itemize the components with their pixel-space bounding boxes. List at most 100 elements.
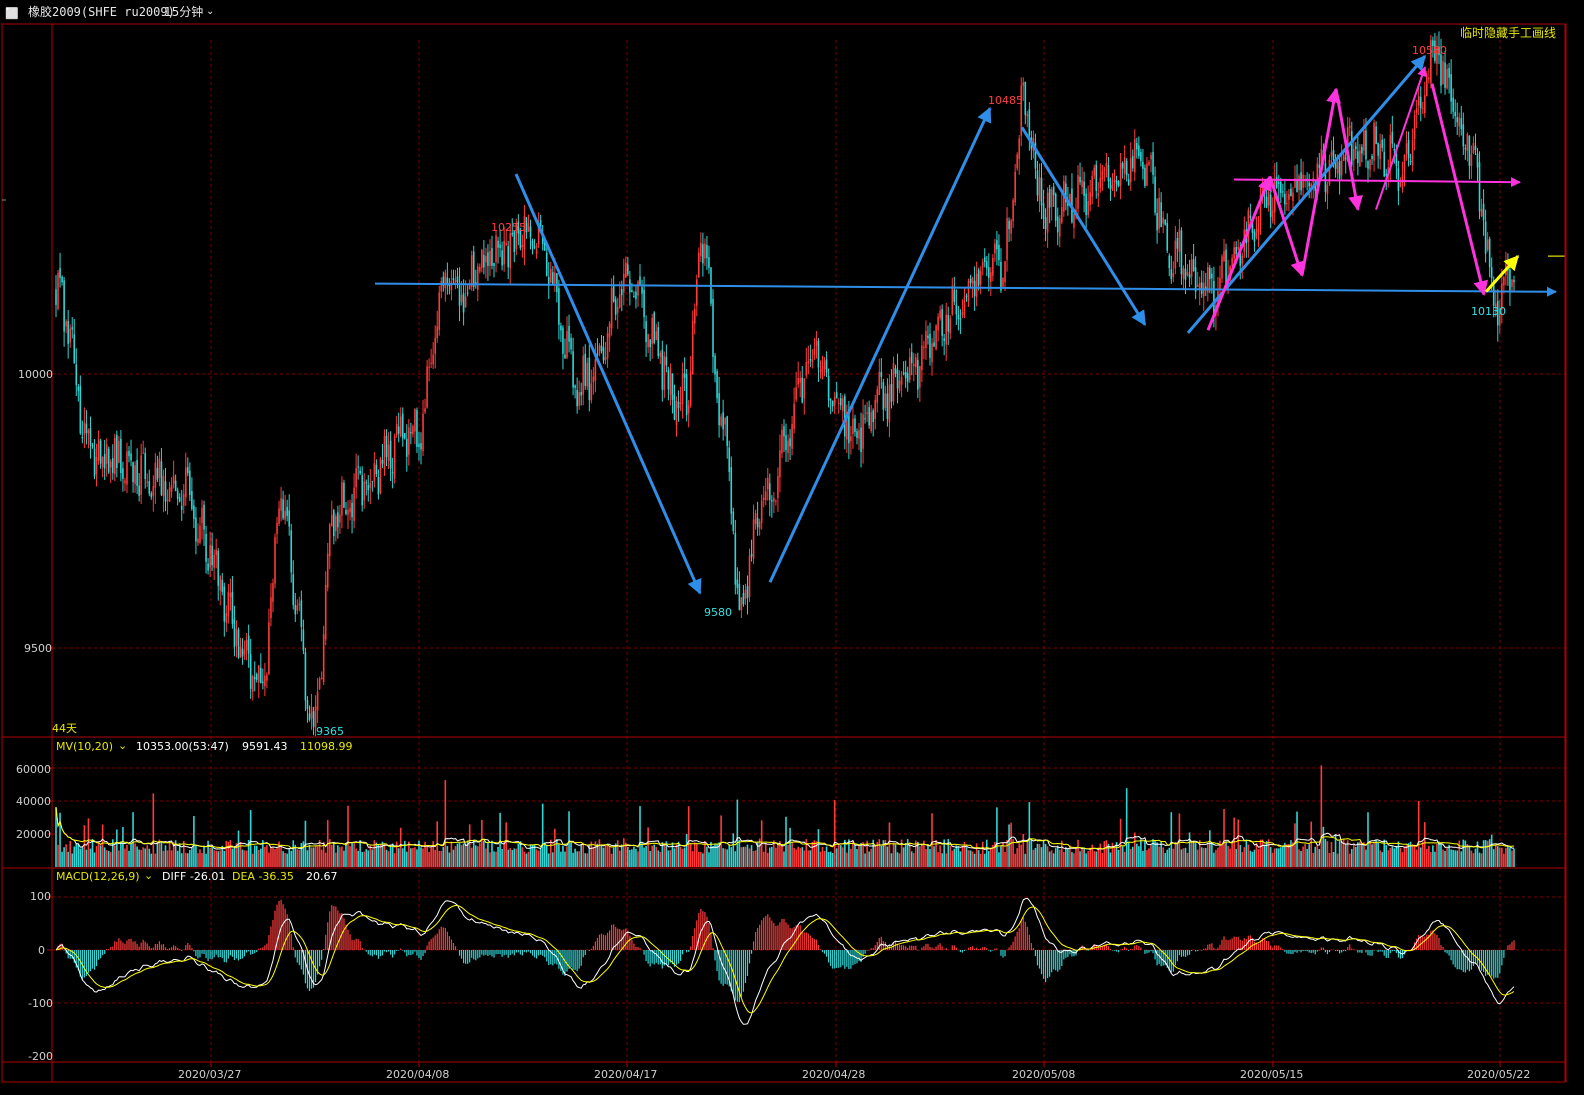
candle-body xyxy=(180,505,183,510)
chevron-down-icon[interactable]: ⌄ xyxy=(206,6,215,17)
candle-body xyxy=(231,591,234,624)
volume-bar xyxy=(535,849,538,867)
volume-bar xyxy=(1306,848,1308,867)
candle-body xyxy=(77,386,80,391)
volume-bar xyxy=(1113,845,1116,867)
volume-bar xyxy=(251,853,254,867)
candle-body xyxy=(1454,111,1456,117)
volume-bar xyxy=(103,847,106,867)
candle-body xyxy=(403,433,406,439)
candle-body xyxy=(1371,155,1373,160)
volume-bar xyxy=(276,847,278,867)
candle-body xyxy=(59,268,61,278)
period-selector[interactable]: 15分钟 xyxy=(164,5,204,19)
candle-body xyxy=(937,316,939,331)
candle-body xyxy=(95,456,98,474)
volume-bar xyxy=(241,849,244,867)
volume-bar xyxy=(349,846,351,867)
volume-bar xyxy=(381,841,384,867)
volume-bar xyxy=(1148,848,1150,867)
volume-bar xyxy=(138,849,140,867)
volume-bar xyxy=(1428,845,1430,867)
candle-body xyxy=(971,277,974,284)
macd-indicator-name[interactable]: MACD(12,26,9) xyxy=(56,870,140,883)
window-restore-icon[interactable]: ⬜ xyxy=(5,7,19,20)
chevron-down-icon[interactable]: ⌄ xyxy=(118,739,128,752)
candle-body xyxy=(288,510,290,527)
candle-body xyxy=(1267,191,1270,206)
candle-body xyxy=(219,576,222,591)
hide-drawings-toggle[interactable]: 临时隐藏手工画线 xyxy=(1460,26,1557,40)
volume-bar xyxy=(1423,822,1426,867)
candle-body xyxy=(578,392,580,406)
volume-bar xyxy=(1194,843,1197,867)
candle-body xyxy=(791,424,793,449)
volume-bar xyxy=(947,839,950,867)
candle-body xyxy=(349,508,351,513)
candle-body xyxy=(1363,130,1365,151)
candle-body xyxy=(1387,167,1390,174)
candle-body xyxy=(1462,124,1465,147)
volume-bar xyxy=(487,842,489,867)
volume-bar xyxy=(971,851,974,867)
volume-bar xyxy=(1336,853,1339,867)
volume-bar xyxy=(580,844,583,867)
candle-body xyxy=(162,475,165,497)
candle-body xyxy=(679,402,682,404)
candle-body xyxy=(401,413,404,439)
volume-bar xyxy=(1391,846,1394,867)
candle-body xyxy=(1154,176,1156,213)
volume-bar xyxy=(1464,840,1467,867)
zigzag-arrow xyxy=(1334,88,1363,212)
volume-bar xyxy=(564,851,566,867)
candle-body xyxy=(610,288,613,329)
candle-body xyxy=(685,374,688,416)
candle-body xyxy=(1503,277,1505,286)
volume-bar xyxy=(193,816,195,867)
candle-body xyxy=(1381,139,1383,148)
volume-bar xyxy=(1393,848,1396,867)
candle-body xyxy=(410,432,412,434)
volume-bar xyxy=(645,845,647,867)
x-date-label: 2020/05/22 xyxy=(1467,1068,1531,1081)
price-tick-10000: 10000 xyxy=(18,368,53,381)
candle-body xyxy=(73,334,76,364)
candle-body xyxy=(746,586,749,599)
volume-bar xyxy=(827,852,830,867)
candle-body xyxy=(706,244,708,259)
candle-body xyxy=(992,257,994,276)
candle-body xyxy=(440,280,443,292)
volume-bar xyxy=(775,847,777,867)
candle-body xyxy=(399,416,402,437)
candle-body xyxy=(1140,152,1142,162)
candle-body xyxy=(1168,255,1171,269)
candle-body xyxy=(1121,162,1124,169)
volume-bar xyxy=(501,848,503,867)
candle-body xyxy=(1328,159,1331,185)
volume-bar xyxy=(1466,844,1469,867)
candle-body xyxy=(1308,182,1310,187)
volume-bar xyxy=(1474,848,1477,867)
chevron-down-icon[interactable]: ⌄ xyxy=(144,869,154,882)
candle-body xyxy=(874,399,877,419)
candle-body xyxy=(203,504,205,530)
mv-indicator-name[interactable]: MV(10,20) xyxy=(56,740,114,753)
volume-bar xyxy=(335,852,337,867)
manual-drawings[interactable] xyxy=(374,55,1566,595)
candle-body xyxy=(1340,160,1343,176)
candle-body xyxy=(941,309,943,336)
volume-bar xyxy=(1513,848,1515,867)
candle-body xyxy=(262,681,264,683)
candle-body xyxy=(543,240,546,251)
volume-bar xyxy=(556,839,558,867)
candle-body xyxy=(201,507,203,524)
volume-bar xyxy=(1131,846,1134,867)
candle-body xyxy=(227,592,230,616)
candle-body xyxy=(1172,273,1175,277)
volume-bar xyxy=(353,841,355,867)
candle-body xyxy=(1127,179,1130,186)
candle-body xyxy=(718,393,720,426)
volume-bar xyxy=(369,845,372,867)
volume-bar xyxy=(1044,843,1047,867)
